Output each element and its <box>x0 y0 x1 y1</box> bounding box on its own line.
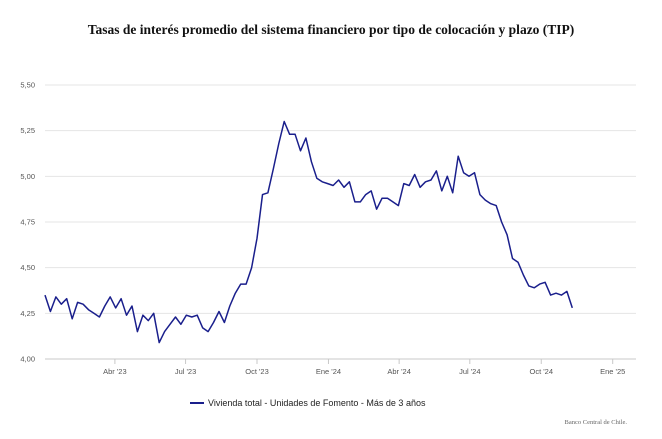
x-tick-label: Ene '24 <box>316 367 341 376</box>
legend-label: Vivienda total - Unidades de Fomento - M… <box>208 398 426 408</box>
legend-swatch <box>190 402 204 404</box>
y-tick-label: 4,75 <box>20 218 35 227</box>
gridlines <box>45 84 636 314</box>
x-tick-label: Oct '23 <box>245 367 269 376</box>
y-tick-label: 4,00 <box>20 355 35 364</box>
x-tick-label: Abr '24 <box>387 367 411 376</box>
y-tick-label: 5,00 <box>20 172 35 181</box>
y-tick-label: 5,25 <box>20 126 35 135</box>
credits[interactable]: Banco Central de Chile. <box>564 419 627 426</box>
x-tick-label: Oct '24 <box>529 367 553 376</box>
x-tick-label: Ene '25 <box>600 367 625 376</box>
x-tick-label: Abr '23 <box>103 367 127 376</box>
legend[interactable]: Vivienda total - Unidades de Fomento - M… <box>190 398 425 408</box>
y-tick-label: 5,50 <box>20 81 35 90</box>
y-tick-label: 4,50 <box>20 263 35 272</box>
x-tick-label: Jul '23 <box>175 367 196 376</box>
chart-title: Tasas de interés promedio del sistema fi… <box>87 22 575 37</box>
series-layer <box>44 120 574 344</box>
y-tick-label: 4,25 <box>20 309 35 318</box>
x-axis-ticks: Abr '23 Jul '23 Oct '23 Ene '24 Abr '24 Jul '… <box>103 359 625 376</box>
y-axis-ticks: 4,00 4,25 4,50 4,75 5,00 5,25 5,50 <box>20 81 35 364</box>
series-line <box>44 120 574 344</box>
x-tick-label: Jul '24 <box>459 367 480 376</box>
